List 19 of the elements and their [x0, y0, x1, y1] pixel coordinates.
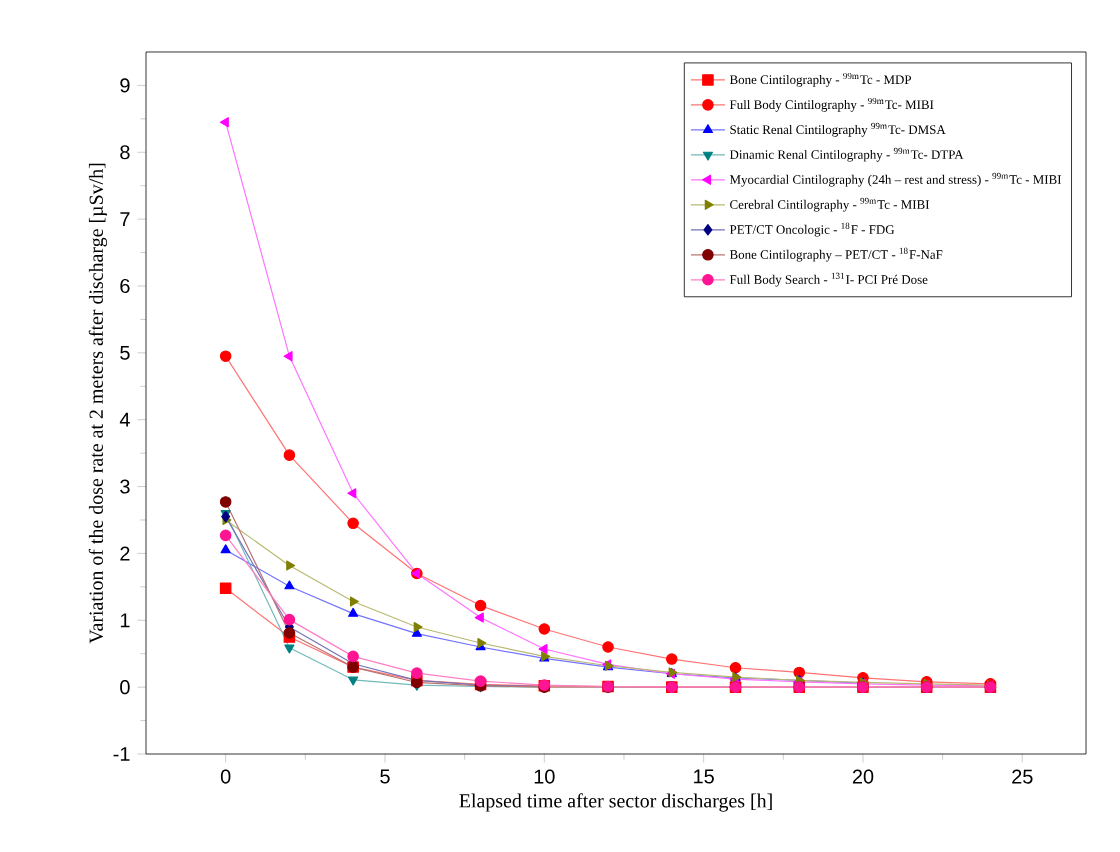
y-tick-label: -1: [113, 747, 130, 761]
y-tick-label: 1: [120, 613, 130, 628]
y-tick-label: 6: [120, 278, 130, 294]
x-tick-label: 5: [380, 769, 390, 784]
x-tick-label: 20: [852, 769, 874, 784]
y-tick-label: 8: [120, 145, 130, 160]
x-tick-label: 10: [534, 769, 555, 784]
y-tick-label: 3: [120, 479, 130, 494]
x-tick-label: 0: [220, 769, 231, 784]
y-tick-label: 4: [119, 412, 130, 427]
y-tick-label: 9: [120, 78, 130, 93]
x-tick-label: 25: [1012, 769, 1033, 784]
y-tick-label: 7: [120, 212, 130, 226]
x-tick-label: 15: [694, 769, 714, 784]
y-tick-label: 5: [120, 345, 130, 360]
y-tick-label: 2: [120, 546, 130, 561]
y-axis-title: Variation of the dose rate at 2 meters after discharge [µSv/h]: [88, 163, 108, 644]
y-tick-label: 0: [120, 680, 130, 695]
x-axis-title: Elapsed time after sector discharges [h]: [459, 793, 772, 812]
